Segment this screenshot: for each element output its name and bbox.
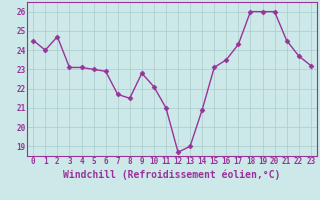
X-axis label: Windchill (Refroidissement éolien,°C): Windchill (Refroidissement éolien,°C) bbox=[63, 169, 281, 180]
